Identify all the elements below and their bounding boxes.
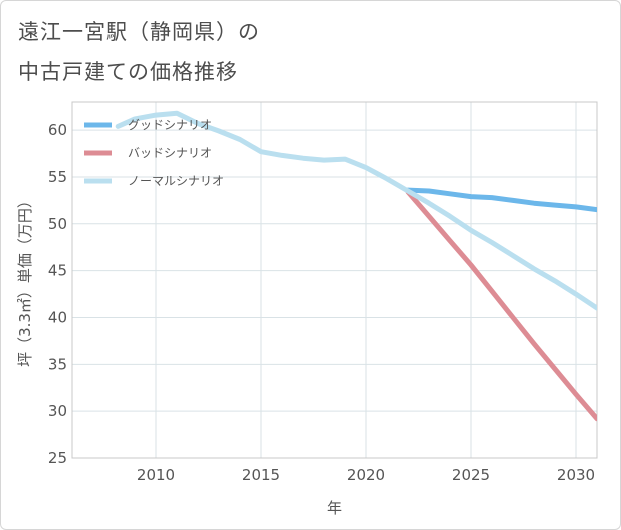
y-tick-label: 45 — [48, 262, 67, 280]
y-tick-label: 50 — [48, 215, 67, 233]
x-tick-label: 2020 — [347, 466, 385, 484]
x-axis-label: 年 — [327, 499, 342, 517]
series-line-bad — [405, 189, 597, 422]
y-tick-label: 25 — [48, 449, 67, 467]
y-tick-label: 55 — [48, 168, 67, 186]
y-tick-label: 40 — [48, 308, 67, 326]
plot-area — [71, 101, 598, 459]
legend-label: ノーマルシナリオ — [128, 174, 224, 188]
series-line-good — [405, 187, 597, 213]
chart-title-line2: 中古戸建ての価格推移 — [18, 60, 238, 84]
legend-label: バッドシナリオ — [128, 146, 212, 160]
x-tick-label: 2025 — [452, 466, 490, 484]
chart-title-line1: 遠江一宮駅（静岡県）の — [18, 20, 260, 44]
grid — [72, 102, 597, 459]
series-line-normal — [115, 110, 597, 311]
x-tick-label: 2010 — [137, 466, 175, 484]
axis-ticks: 2010 2015 2020 2025 2030 25 30 35 40 45 50 55 60 — [48, 121, 595, 484]
series-layer — [115, 110, 597, 422]
y-tick-label: 30 — [48, 402, 67, 420]
y-tick-label: 35 — [48, 355, 67, 373]
x-tick-label: 2030 — [557, 466, 595, 484]
y-tick-label: 60 — [48, 121, 67, 139]
y-axis-label: 坪（3.3㎡）単価（万円） — [16, 193, 34, 367]
legend-label: グッドシナリオ — [128, 118, 212, 132]
x-tick-label: 2015 — [242, 466, 280, 484]
